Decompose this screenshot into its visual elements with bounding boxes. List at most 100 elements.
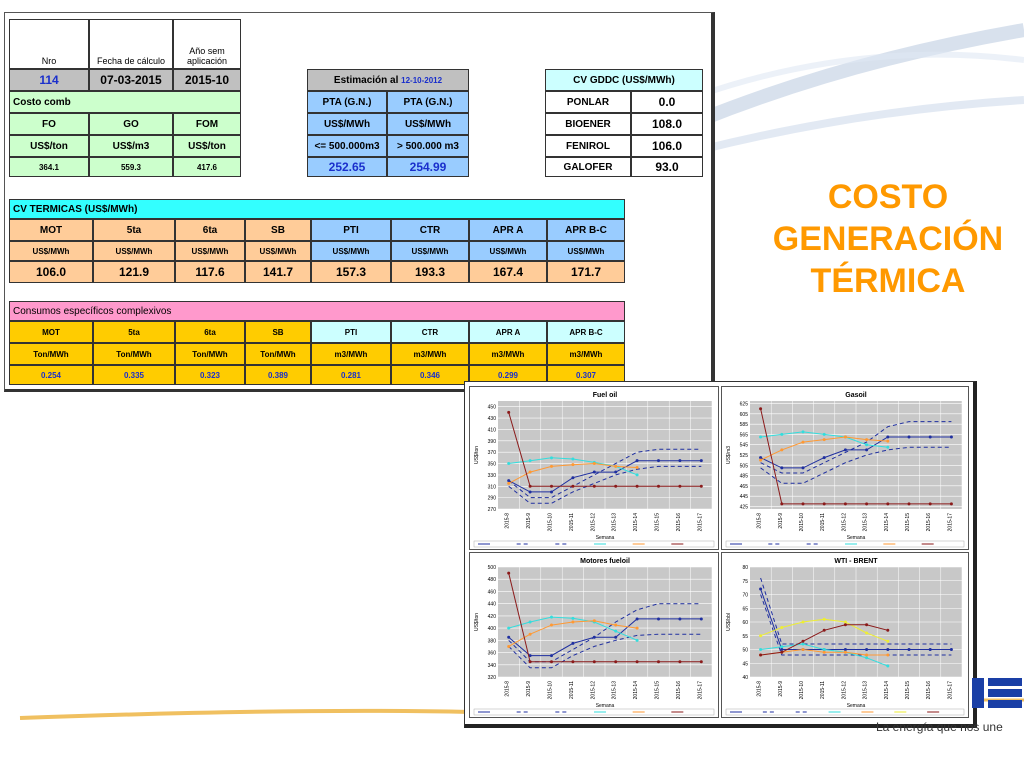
data-point: [678, 660, 682, 664]
consumos-col-0: MOT: [9, 321, 93, 343]
y-tick-label: 500: [488, 565, 497, 571]
data-point: [780, 648, 784, 651]
data-point: [886, 639, 890, 643]
x-tick-label: 2015-16: [926, 513, 932, 532]
cc-col-go: GO: [89, 113, 173, 135]
data-point: [635, 484, 639, 488]
data-point: [759, 648, 763, 651]
data-point: [886, 445, 890, 449]
termicas-val-3: 141.7: [245, 261, 311, 283]
series-line-1: [508, 603, 702, 663]
y-tick-label: 370: [488, 450, 497, 456]
x-tick-label: 2015-17: [697, 513, 703, 532]
y-tick-label: 75: [742, 579, 748, 585]
chart-title: Motores fueloil: [580, 558, 630, 565]
cc-col-fom: FOM: [173, 113, 241, 135]
data-point: [592, 462, 596, 466]
y-tick-label: 390: [488, 439, 497, 445]
data-point: [528, 654, 532, 658]
x-tick-label: 2015-12: [590, 513, 596, 532]
data-point: [635, 626, 639, 630]
y-tick-label: 525: [740, 453, 749, 459]
series-line-5: [508, 572, 702, 663]
data-point: [949, 435, 953, 439]
y-tick-label: 400: [488, 626, 497, 632]
data-point: [780, 466, 784, 470]
data-point: [550, 464, 553, 468]
y-tick-label: 450: [488, 405, 497, 411]
consumos-val-3: 0.389: [245, 365, 311, 385]
x-tick-label: 2015-13: [612, 513, 618, 532]
chart-motores-fueloil: Motores fueloil 320 340 360 380 400 420 440 460 4…: [469, 552, 719, 718]
termicas-col-3: SB: [245, 219, 311, 241]
data-point: [635, 473, 639, 477]
x-tick-label: 2015-15: [655, 681, 661, 700]
termicas-unit-1: US$/MWh: [93, 241, 175, 261]
termicas-col-0: MOT: [9, 219, 93, 241]
y-tick-label: 505: [740, 463, 749, 469]
x-tick-label: 2015-11: [820, 681, 826, 699]
x-tick-label: 2015-16: [676, 681, 682, 700]
data-point: [550, 660, 553, 664]
data-point: [843, 648, 847, 651]
y-axis-label: US$/m3: [726, 446, 732, 464]
y-tick-label: 80: [742, 565, 748, 571]
consumos-col-5: CTR: [391, 321, 469, 343]
data-point: [886, 648, 890, 651]
data-point: [550, 484, 553, 488]
data-point: [822, 617, 826, 621]
slide-title: COSTO GENERACIÓN TÉRMICA: [752, 176, 1024, 302]
data-point: [886, 628, 890, 632]
y-tick-label: 485: [740, 474, 749, 480]
data-point: [571, 641, 575, 645]
gddc-name-0: PONLAR: [545, 91, 631, 113]
data-point: [507, 571, 511, 575]
data-point: [528, 459, 532, 463]
cc-val-fom: 417.6: [173, 157, 241, 177]
y-tick-label: 460: [488, 589, 497, 595]
termicas-val-4: 157.3: [311, 261, 391, 283]
x-tick-label: 2015-14: [633, 513, 639, 532]
x-tick-label: 2015-10: [548, 681, 554, 700]
series-line-2: [760, 446, 952, 484]
data-point: [907, 648, 911, 651]
data-point: [550, 456, 553, 460]
data-point: [843, 435, 847, 439]
est-val-2: 254.99: [387, 157, 469, 177]
x-tick-label: 2015-12: [841, 513, 847, 532]
data-point: [507, 644, 511, 648]
data-point: [801, 430, 805, 434]
legend: [725, 708, 965, 716]
data-point: [907, 502, 911, 506]
data-point: [550, 623, 553, 627]
consumos-unit-3: Ton/MWh: [245, 343, 311, 365]
termicas-unit-7: US$/MWh: [547, 241, 625, 261]
data-point: [657, 459, 660, 463]
y-tick-label: 330: [488, 473, 497, 479]
data-point: [843, 448, 847, 452]
gddc-val-3: 93.0: [631, 157, 703, 177]
x-axis-label: Semana: [847, 535, 866, 541]
termicas-title: CV TERMICAS (US$/MWh): [9, 199, 625, 219]
consumos-col-2: 6ta: [175, 321, 245, 343]
termicas-unit-4: US$/MWh: [311, 241, 391, 261]
data-point: [592, 619, 596, 623]
est-range-1: <= 500.000m3: [307, 135, 387, 157]
consumos-val-0: 0.254: [9, 365, 93, 385]
consumos-unit-1: Ton/MWh: [93, 343, 175, 365]
nro-value: 114: [9, 69, 89, 91]
data-point: [907, 435, 911, 439]
data-point: [865, 653, 869, 657]
data-point: [865, 438, 869, 442]
anio-value: 2015-10: [173, 69, 241, 91]
gddc-val-0: 0.0: [631, 91, 703, 113]
data-point: [865, 648, 869, 651]
series-line-2: [508, 633, 702, 669]
data-point: [571, 660, 575, 664]
estimacion-date: 12-10-2012: [401, 75, 443, 85]
x-tick-label: 2015-13: [863, 513, 869, 532]
data-point: [614, 464, 618, 468]
data-point: [614, 635, 618, 639]
data-point: [614, 484, 618, 488]
data-point: [822, 650, 826, 654]
